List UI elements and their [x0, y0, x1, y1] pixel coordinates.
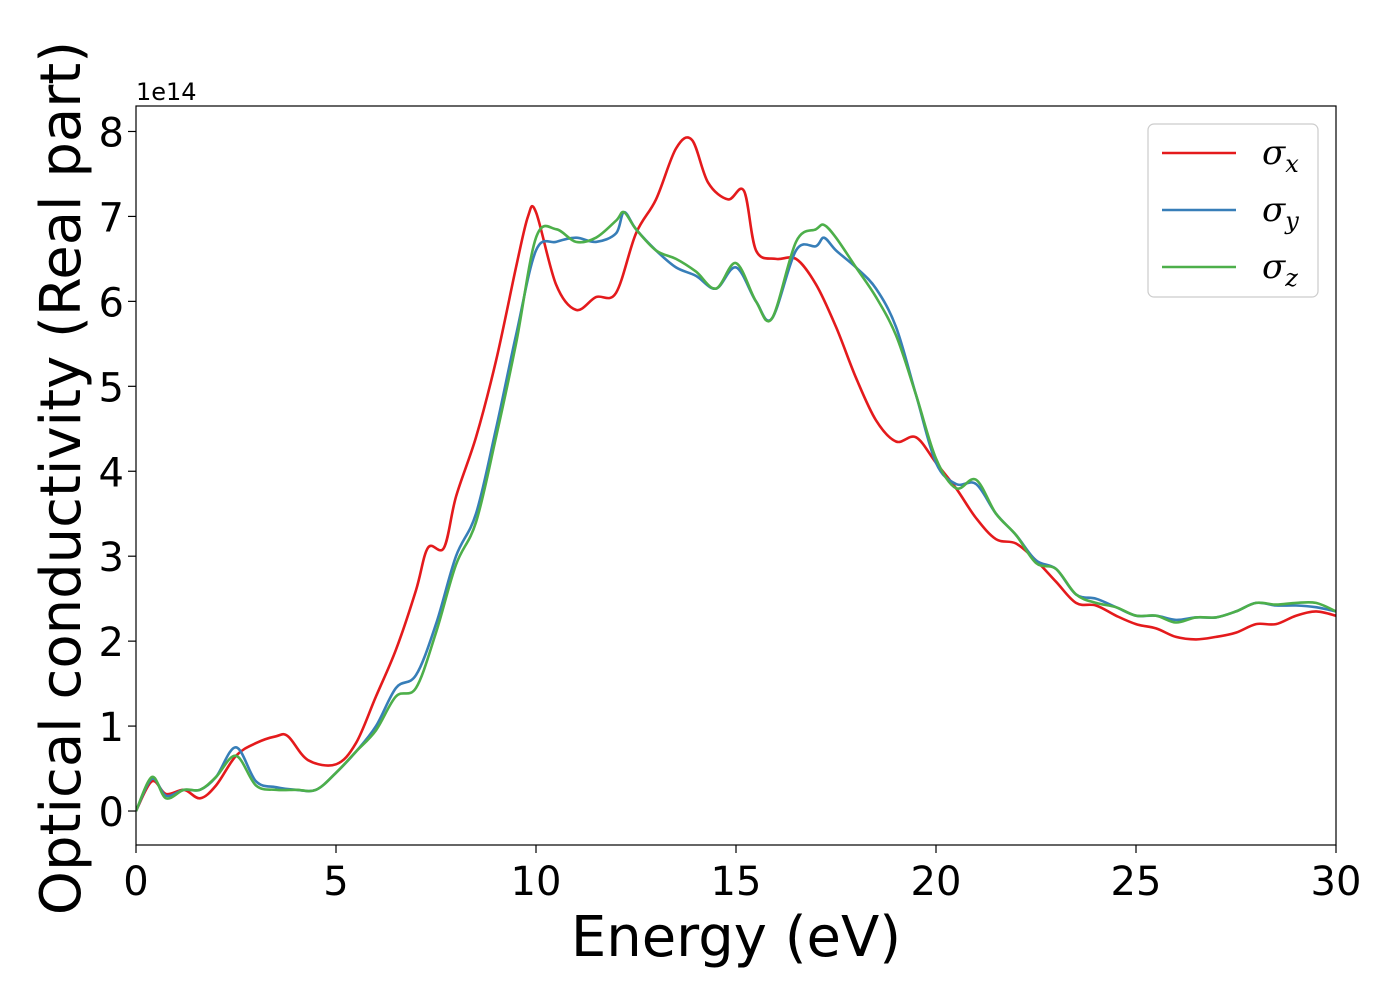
- legend-label-base: σ: [1262, 133, 1286, 173]
- legend-label-y: σy: [1262, 190, 1299, 235]
- x-axis-title: Energy (eV): [571, 905, 901, 970]
- y-tick-label: 1: [99, 705, 124, 751]
- y-tick-label: 3: [99, 535, 124, 581]
- x-tick-label: 30: [1311, 859, 1362, 905]
- y-offset-label: 1e14: [136, 78, 197, 106]
- y-tick-label: 7: [99, 195, 124, 241]
- y-tick-label: 8: [99, 110, 124, 156]
- series-line-x: [136, 136, 1336, 812]
- y-axis-title: Optical conductivity (Real part): [29, 41, 94, 915]
- x-axis: 0 5 10 15 20 25 30: [123, 845, 1361, 905]
- y-tick-label: 0: [99, 790, 124, 836]
- y-tick-label: 5: [99, 365, 124, 411]
- x-tick-label: 0: [123, 859, 148, 905]
- x-tick-label: 20: [911, 859, 962, 905]
- y-axis: 0 1 2 3 4 5 6 7 8: [99, 110, 136, 836]
- x-tick-label: 15: [711, 859, 762, 905]
- x-tick-label: 25: [1111, 859, 1162, 905]
- y-tick-label: 6: [99, 280, 124, 326]
- legend-label-subscript: z: [1284, 264, 1298, 292]
- legend-label-x: σx: [1262, 133, 1299, 178]
- series-line-y: [136, 210, 1336, 812]
- legend-label-z: σz: [1262, 247, 1298, 292]
- legend-label-base: σ: [1262, 190, 1286, 230]
- legend-label-base: σ: [1262, 247, 1286, 287]
- series-line-z: [136, 210, 1336, 812]
- x-tick-label: 10: [511, 859, 562, 905]
- y-tick-label: 4: [99, 450, 124, 496]
- legend-label-subscript: y: [1284, 207, 1299, 235]
- series-layer: [136, 136, 1336, 812]
- legend-label-subscript: x: [1285, 150, 1299, 178]
- y-tick-label: 2: [99, 620, 124, 666]
- x-tick-label: 5: [323, 859, 348, 905]
